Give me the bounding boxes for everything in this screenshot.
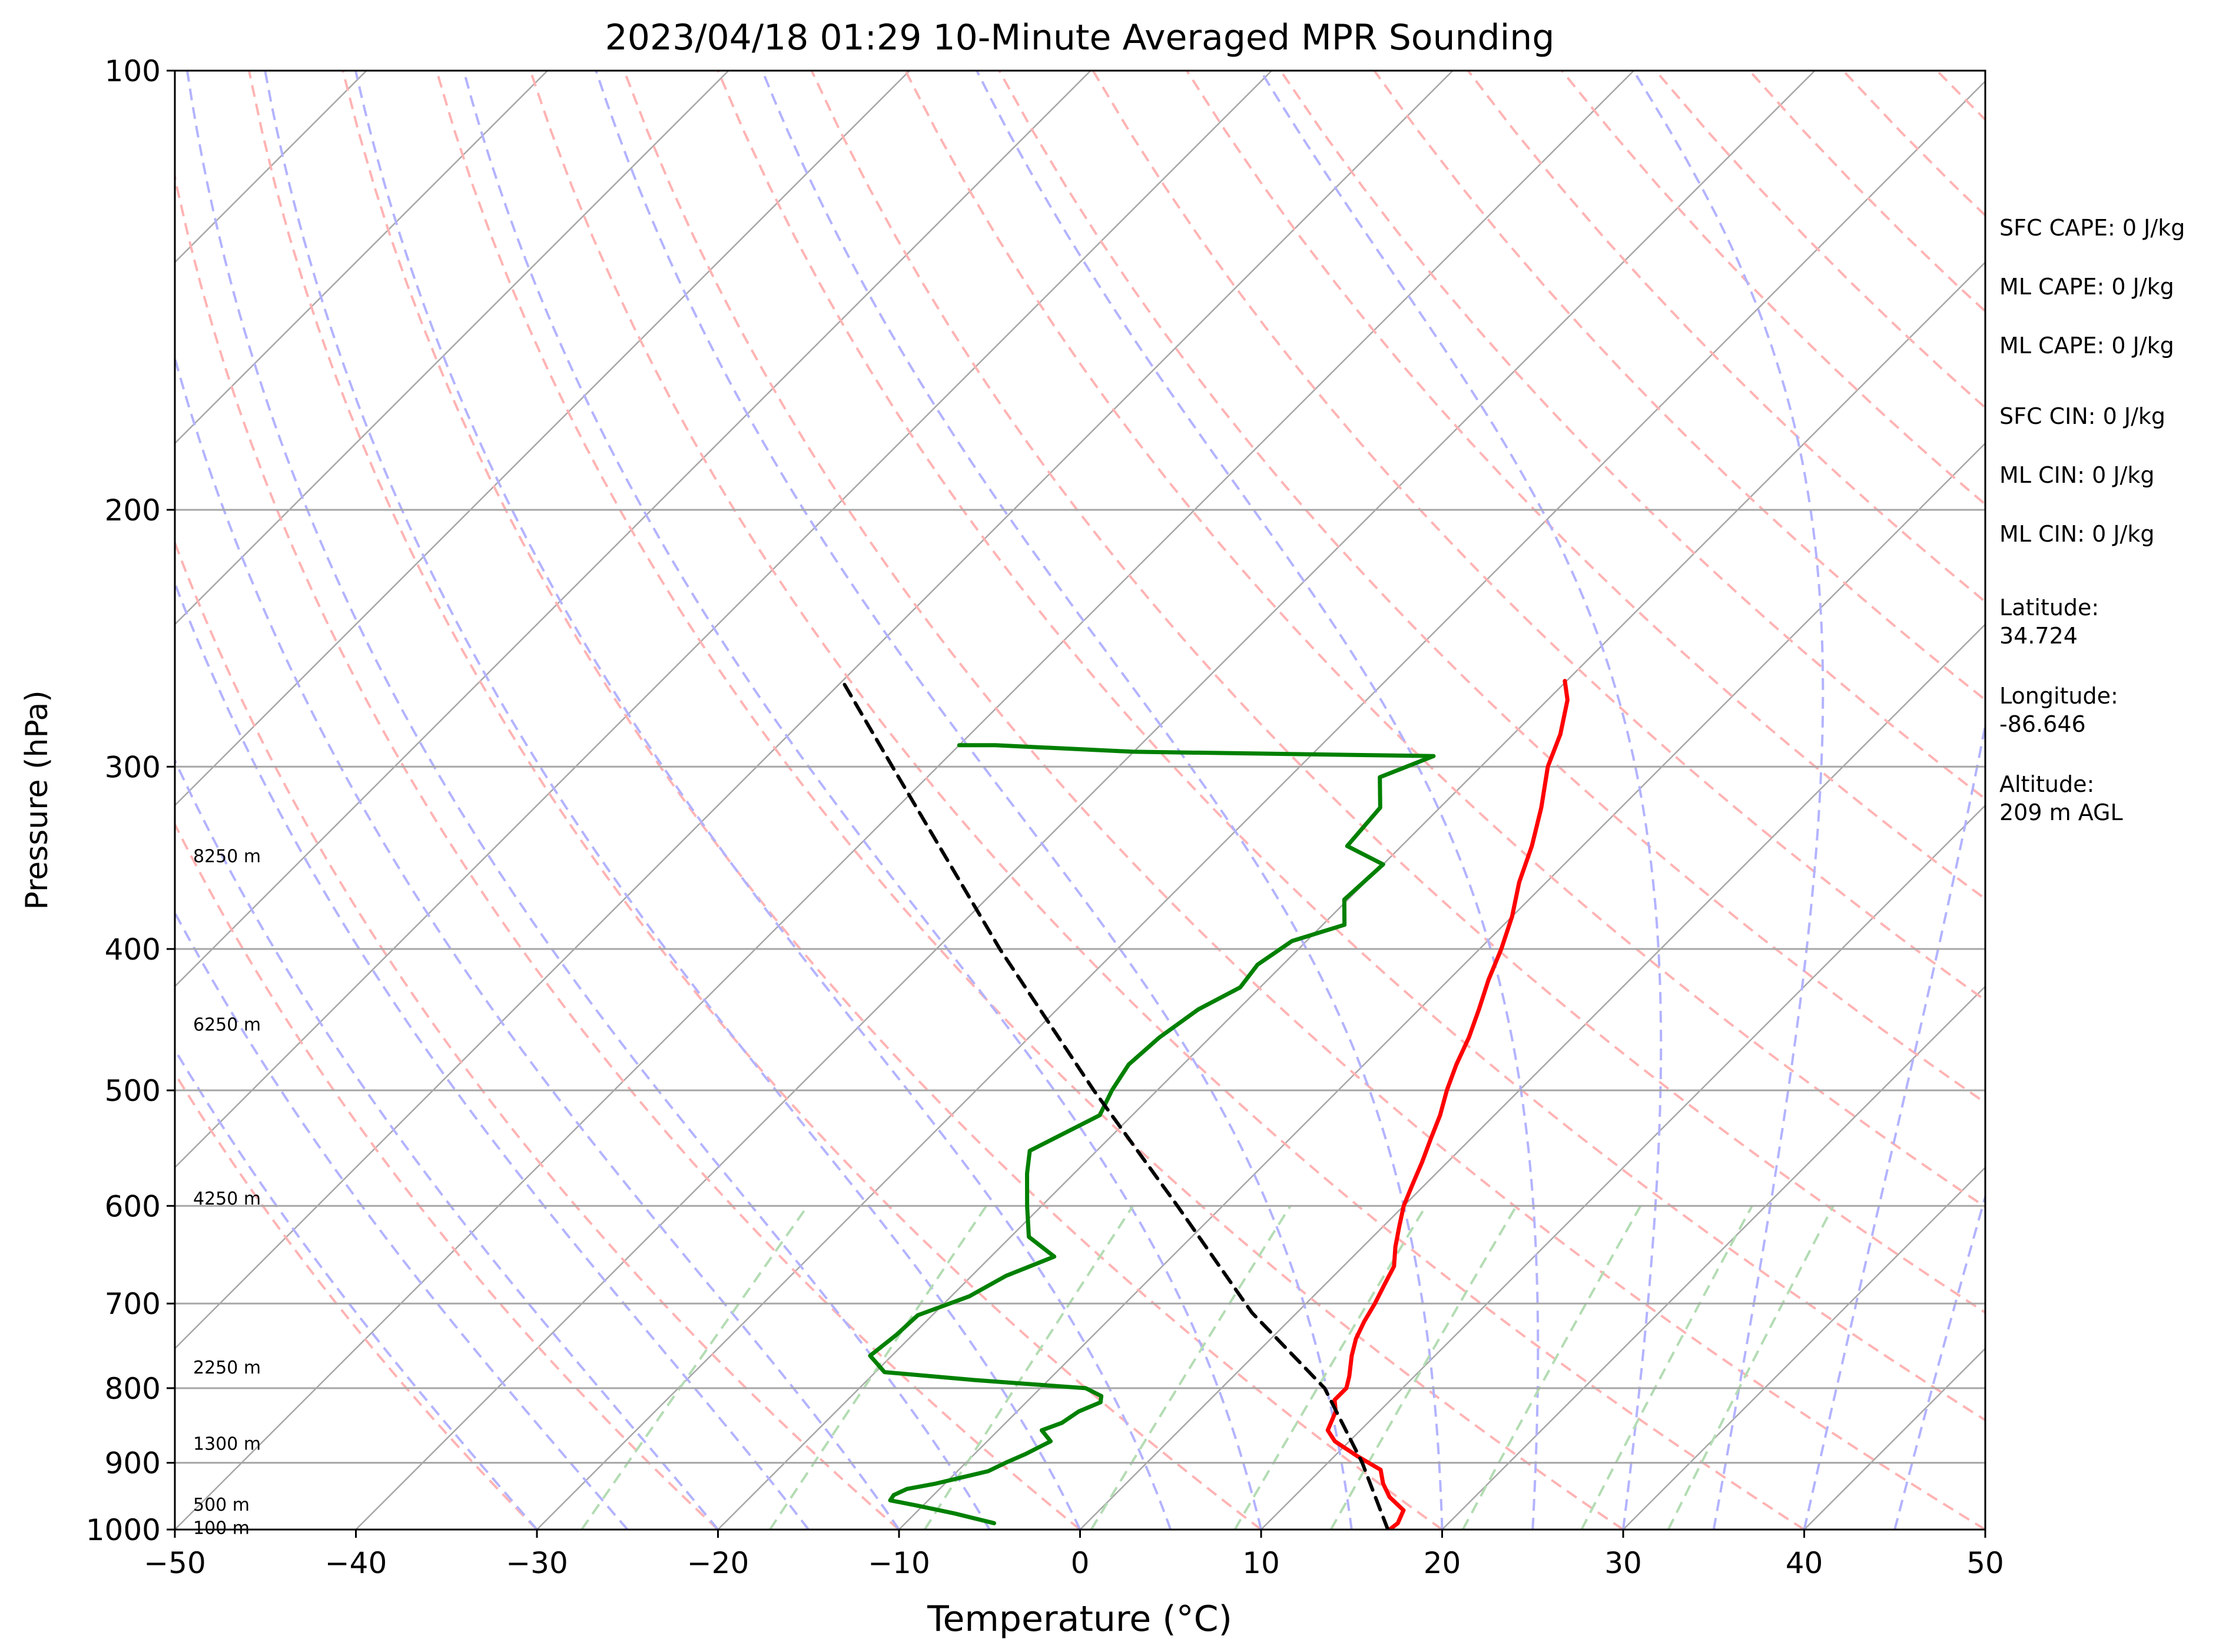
stat-label: ML CAPE: 0 J/kg [1999,274,2174,300]
y-axis-label: Pressure (hPa) [19,691,55,910]
isotherm-line [1261,804,1985,1530]
moist-adiabat-line [175,354,900,1530]
isotherm-line [175,71,548,444]
isotherm-line [1079,623,1985,1530]
pressure-gridlines [175,509,1985,1464]
dry-adiabat-line [529,71,1805,1530]
y-axis-ticks: 100 200 300 400 500 600 700 800 900 1000 [86,54,175,1547]
x-tick-label: −40 [325,1546,387,1580]
y-tick-label: 400 [105,933,161,967]
x-tick-label: 0 [1071,1546,1090,1580]
stat-label: ML CIN: 0 J/kg [1999,462,2154,488]
moist-adiabat-line [462,71,1262,1530]
dry-adiabat-line [341,71,1443,1530]
y-tick-label: 1000 [86,1513,161,1547]
isotherm-line [1623,1166,1985,1530]
height-label: 500 m [193,1495,250,1515]
moist-adiabat-line [1803,719,1985,1530]
x-tick-label: −30 [506,1546,568,1580]
height-label: 6250 m [193,1015,261,1036]
stat-value: -86.646 [1999,711,2086,737]
x-tick-label: 30 [1604,1546,1642,1580]
dry-adiabat-line [175,1071,538,1530]
x-tick-label: 40 [1786,1546,1823,1580]
y-tick-label: 600 [105,1189,161,1223]
dry-adiabat-line [175,821,719,1530]
stat-value: 34.724 [1999,623,2078,649]
x-axis-label: Temperature (°C) [927,1598,1232,1640]
x-tick-label: −10 [868,1546,930,1580]
stat-label: Latitude: [1999,595,2099,621]
moist-adiabat-line [264,71,1082,1530]
dry-adiabat-line [435,71,1624,1530]
height-labels: 8250 m 6250 m 4250 m 2250 m 1300 m 500 m 100 m [193,847,261,1539]
reference-lines [175,71,1985,1530]
sounding-stats: SFC CAPE: 0 J/kg ML CAPE: 0 J/kg ML CAPE: … [1999,215,2185,825]
dry-adiabat-line [623,71,1985,1530]
chart-title: 2023/04/18 01:29 10-Minute Averaged MPR … [605,17,1555,58]
moist-adiabat-line [976,71,1540,1530]
stat-label: Longitude: [1999,683,2118,709]
isotherm-line [175,71,1272,1169]
x-tick-label: 20 [1424,1546,1461,1580]
y-tick-label: 100 [105,54,161,88]
y-tick-label: 200 [105,493,161,528]
moist-adiabat-line [175,1047,538,1530]
isotherm-line [175,71,1454,1350]
x-axis-ticks: −50 −40 −30 −20 −10 0 10 20 30 40 50 [144,1530,2004,1580]
isotherm-line [175,71,1092,988]
isotherm-line [898,442,1985,1530]
stat-label: ML CAPE: 0 J/kg [1999,333,2174,359]
x-tick-label: 10 [1242,1546,1280,1580]
isotherm-line [175,71,910,807]
moist-adiabat-line [595,71,1353,1530]
isotherm-line [536,80,1985,1530]
dry-adiabat-line [810,71,1985,1314]
height-label: 8250 m [193,847,261,867]
moist-adiabat-line [175,757,719,1530]
isotherm-line [1441,985,1985,1530]
parcel-trace [840,679,1390,1530]
height-label: 1300 m [193,1434,261,1455]
mixing-ratio-line [923,1205,1134,1530]
dry-adiabat-line [175,171,1081,1530]
moist-adiabat-line [354,71,1172,1530]
isotherm-line [717,261,1985,1530]
height-label: 100 m [193,1518,250,1539]
moist-adiabat-line [761,71,1444,1530]
moist-adiabat-line [175,910,629,1530]
y-tick-label: 700 [105,1287,161,1321]
stat-value: 209 m AGL [1999,800,2123,825]
y-tick-label: 900 [105,1447,161,1481]
dry-adiabat-line [1279,71,1985,801]
moist-adiabat-line [186,71,991,1530]
dry-adiabat-line [1186,71,1985,901]
isotherm-line [175,71,729,626]
x-tick-label: −50 [144,1546,206,1580]
y-tick-label: 300 [105,750,161,784]
stat-label: ML CIN: 0 J/kg [1999,521,2154,547]
isotherm-line [175,71,1634,1530]
dry-adiabat-line [998,71,1985,1104]
height-label: 2250 m [193,1358,261,1378]
moist-adiabat-line [1632,71,1825,1530]
dry-adiabat-line [248,71,1262,1530]
sounding-traces [840,679,1570,1530]
dewpoint-trace [868,743,1436,1525]
isotherm-line [355,71,1816,1530]
stat-label: SFC CIN: 0 J/kg [1999,403,2165,429]
dry-adiabat-line [717,71,1985,1422]
stat-label: Altitude: [1999,771,2094,797]
x-tick-label: −20 [687,1546,749,1580]
temperature-trace [1325,679,1570,1530]
y-tick-label: 800 [105,1372,161,1406]
dry-adiabat-line [175,539,900,1530]
y-tick-label: 500 [105,1074,161,1108]
stat-label: SFC CAPE: 0 J/kg [1999,215,2185,241]
x-tick-label: 50 [1966,1546,2004,1580]
height-label: 4250 m [193,1189,261,1209]
